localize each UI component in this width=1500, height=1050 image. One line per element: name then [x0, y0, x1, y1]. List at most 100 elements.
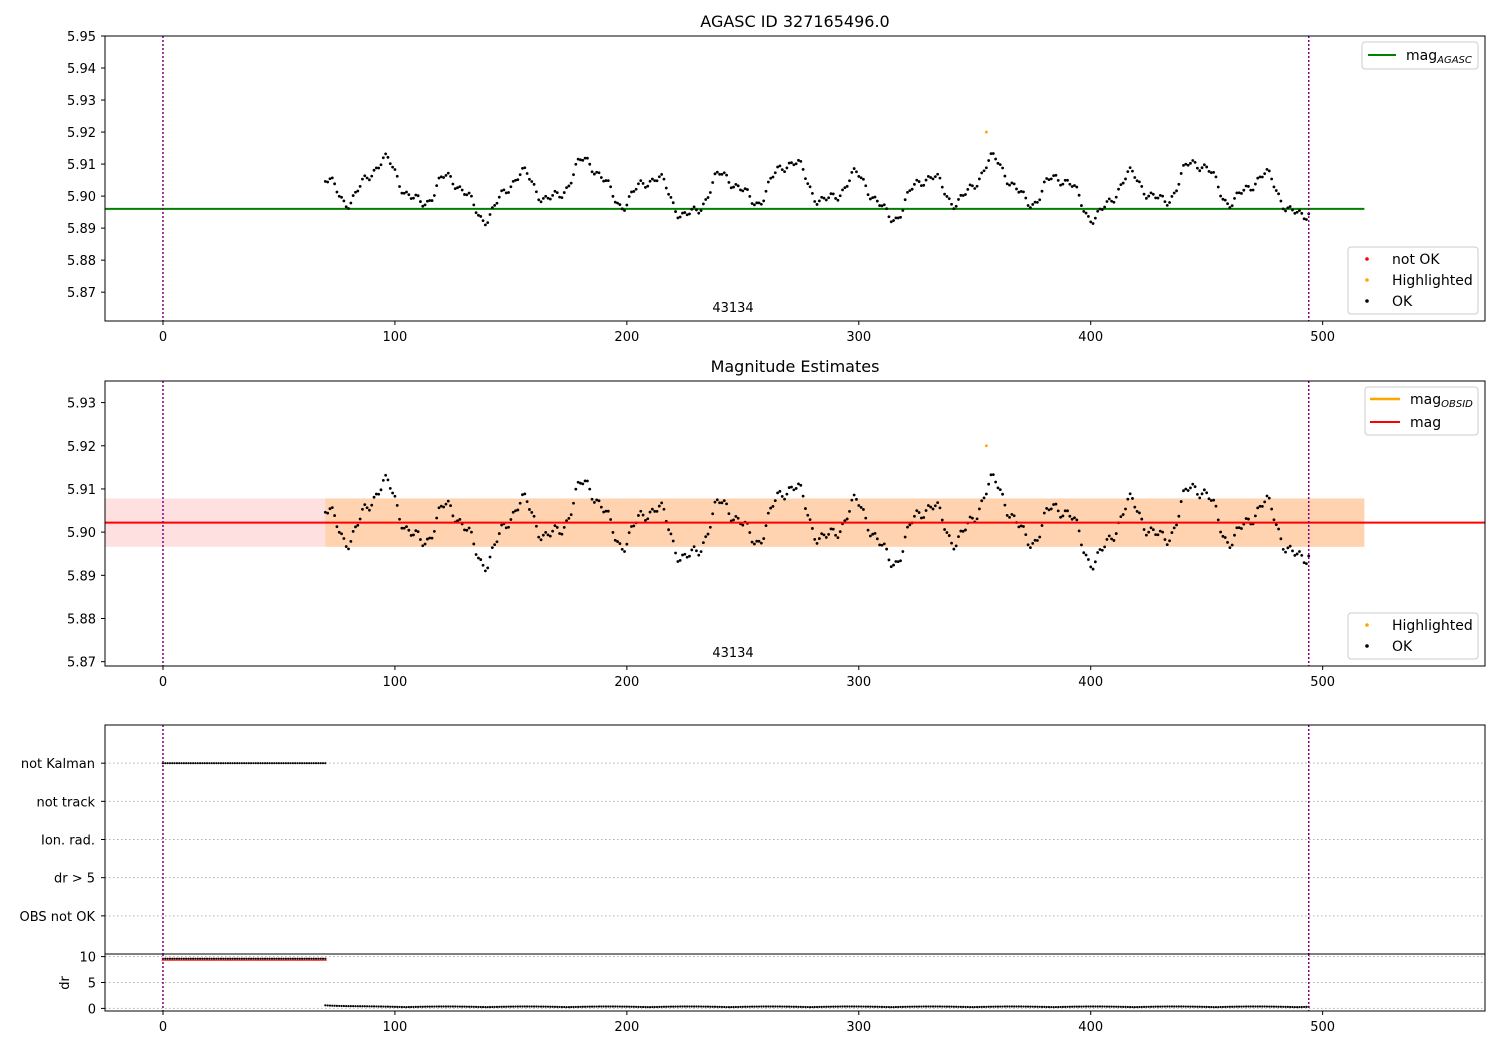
ok-point [1251, 188, 1255, 192]
dr-panel-marks: 0 100 200 300 400 500 0 5 10 [79, 951, 1485, 1035]
y-tick-label: 5.87 [67, 656, 96, 671]
dr-point [516, 1005, 519, 1008]
dr-point [1033, 1005, 1037, 1008]
ok-point [1237, 191, 1241, 195]
dr-point [1177, 1005, 1180, 1008]
ok-point [1042, 511, 1046, 515]
dr-point [1006, 1005, 1009, 1008]
ok-point [964, 528, 967, 532]
dr-point [474, 1005, 478, 1008]
ok-point [766, 180, 770, 184]
ok-point [755, 201, 759, 205]
ok-point [1228, 206, 1232, 209]
ok-point [908, 189, 912, 193]
ok-point [695, 208, 698, 212]
dr-point [899, 1005, 902, 1009]
ok-point [755, 539, 759, 543]
ok-point [1045, 177, 1049, 180]
ok-point [1040, 189, 1044, 193]
ok-point [973, 187, 977, 190]
magnitude-legend-obsid-sub: OBSID [1441, 399, 1473, 410]
flag-point [275, 762, 278, 765]
ok-point [1305, 218, 1308, 221]
ok-point [572, 173, 575, 177]
ok-point [386, 155, 390, 159]
ok-point [337, 194, 341, 198]
ok-point [623, 209, 626, 212]
ok-point [991, 473, 995, 477]
ok-point [1209, 171, 1213, 175]
dr-point [1166, 1005, 1169, 1008]
ok-point [354, 190, 357, 194]
dr-point [1057, 1005, 1060, 1009]
flag-point [196, 762, 199, 765]
ok-point [532, 182, 536, 186]
ok-point [868, 534, 872, 538]
ok-point [836, 536, 840, 540]
ok-point [592, 172, 596, 176]
ok-point [569, 513, 573, 517]
ok-point [546, 196, 550, 200]
ok-point [1093, 216, 1097, 220]
dr-point [848, 1005, 851, 1008]
ok-point [625, 542, 629, 546]
dr-point [361, 1005, 364, 1008]
ok-point [1008, 515, 1011, 519]
highlighted-point [984, 130, 988, 134]
ok-point [646, 517, 650, 521]
ok-point [1156, 533, 1160, 537]
magnitude-legend-mag-label: mag [1410, 415, 1441, 431]
flag-point [226, 762, 230, 765]
dr-point [860, 1005, 863, 1008]
dr-point [1156, 1005, 1160, 1008]
ok-point [616, 540, 619, 543]
dr-point [356, 1005, 359, 1008]
ok-point [936, 172, 940, 176]
ok-point [548, 534, 552, 538]
ok-point [1089, 565, 1093, 569]
dr-point [444, 1005, 448, 1008]
ok-point [929, 176, 933, 179]
ok-point [486, 221, 490, 225]
ok-point [428, 199, 432, 202]
dr-point [1133, 1006, 1136, 1009]
ok-point [581, 158, 585, 162]
legend-ok-label-2: OK [1392, 639, 1413, 655]
dr-point [667, 1005, 670, 1008]
dr-point [913, 1005, 916, 1008]
ok-point [1140, 185, 1144, 188]
ok-point [395, 174, 399, 178]
dr-point [883, 1005, 886, 1009]
dr-point [430, 1005, 434, 1008]
dr-point [333, 1004, 336, 1007]
flag-point [168, 762, 172, 765]
ok-point [1198, 169, 1202, 173]
magnitude-legend-bottom: Highlighted OK [1347, 612, 1479, 660]
ok-point [335, 190, 339, 194]
ok-point [490, 546, 494, 550]
dr-point [1050, 1005, 1053, 1009]
dr-point [203, 957, 206, 960]
ok-point [1045, 507, 1049, 510]
dr-point [762, 1005, 765, 1008]
dr-point [966, 1005, 969, 1009]
ok-point [734, 514, 738, 518]
ok-point [729, 519, 733, 523]
ok-point [1305, 562, 1308, 566]
ok-point [1277, 192, 1280, 196]
dr-point [1286, 1005, 1289, 1009]
ok-point [1124, 177, 1127, 181]
ok-point [1010, 181, 1014, 185]
ok-point [416, 194, 420, 198]
dr-point [1064, 1005, 1067, 1008]
legend-highlighted-label: Highlighted [1392, 273, 1473, 289]
svg-text:magOBSID: magOBSID [1410, 392, 1473, 410]
ok-point [943, 528, 946, 531]
ok-point [590, 497, 594, 501]
dr-point [301, 957, 304, 960]
ok-point [692, 205, 696, 209]
ok-point [1212, 498, 1216, 502]
dr-point [804, 1005, 807, 1009]
ok-point [1230, 204, 1234, 208]
agasc-panel-frame [104, 35, 1486, 322]
